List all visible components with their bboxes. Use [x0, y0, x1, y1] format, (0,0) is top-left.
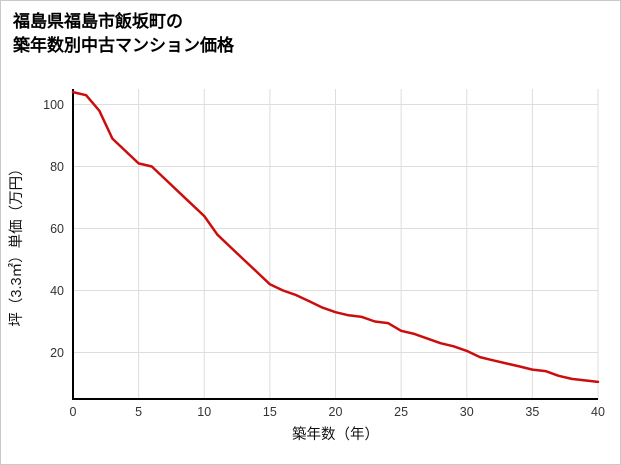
- y-axis-title: 坪（3.3㎡）単価（万円）: [8, 161, 25, 326]
- y-tick-label: 100: [43, 98, 64, 112]
- x-tick-label: 30: [460, 405, 474, 419]
- x-tick-label: 40: [591, 405, 605, 419]
- y-tick-label: 80: [50, 160, 64, 174]
- chart-title: 福島県福島市飯坂町の 築年数別中古マンション価格: [1, 1, 620, 59]
- x-tick-label: 20: [329, 405, 343, 419]
- x-tick-label: 35: [525, 405, 539, 419]
- x-tick-label: 10: [197, 405, 211, 419]
- x-tick-label: 15: [263, 405, 277, 419]
- price-line: [71, 90, 600, 384]
- x-axis-title: 築年数（年）: [292, 425, 379, 443]
- chart-title-line2: 築年数別中古マンション価格: [13, 36, 234, 55]
- chart-title-line1: 福島県福島市飯坂町の: [13, 12, 183, 31]
- y-tick-label: 60: [50, 222, 64, 236]
- x-tick-label: 5: [135, 405, 142, 419]
- x-tick-label: 25: [394, 405, 408, 419]
- y-tick-label: 20: [50, 346, 64, 360]
- line-chart: 20 40 60 80 100 0 5 10 15 20 25 30 35 40 築年数（年） 坪（3.3㎡）…: [8, 89, 605, 443]
- x-tick-label: 0: [70, 405, 77, 419]
- y-tick-label: 40: [50, 284, 64, 298]
